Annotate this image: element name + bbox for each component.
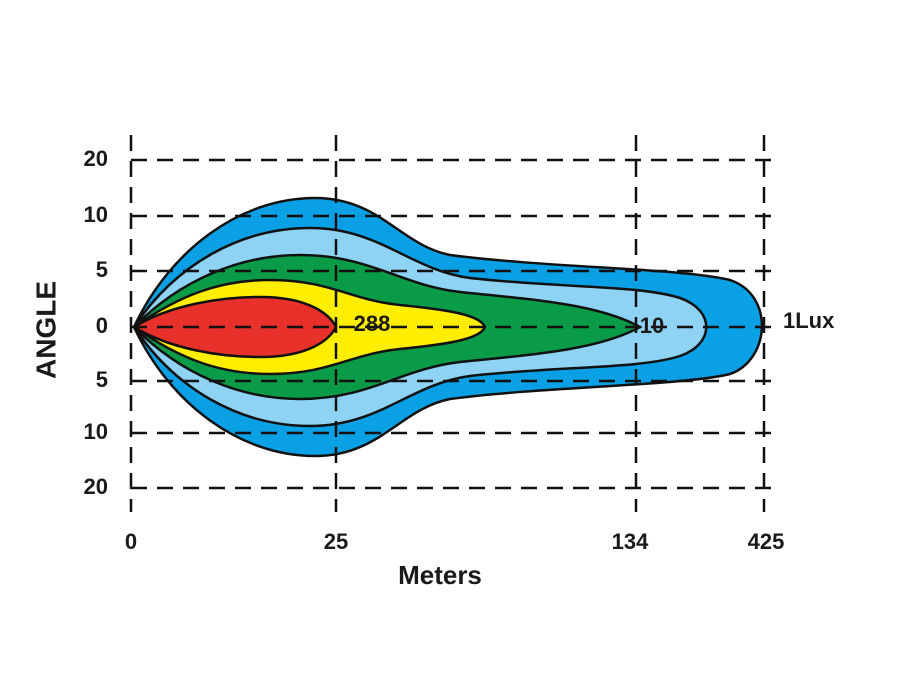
y-label: 10	[84, 202, 108, 227]
annotation: 10	[640, 313, 664, 338]
x-label: 425	[748, 529, 785, 554]
x-axis-title: Meters	[398, 560, 482, 590]
annotation: 288	[354, 311, 391, 336]
x-label: 25	[324, 529, 348, 554]
y-label: 0	[96, 313, 108, 338]
y-label: 5	[96, 257, 108, 282]
x-label: 0	[125, 529, 137, 554]
y-label: 20	[84, 146, 108, 171]
x-label: 134	[612, 529, 649, 554]
y-label: 10	[84, 419, 108, 444]
grid	[129, 135, 780, 512]
y-axis-title: ANGLE	[30, 281, 61, 379]
y-label: 5	[96, 367, 108, 392]
y-label: 20	[84, 474, 108, 499]
annotation: 1Lux	[783, 308, 835, 333]
